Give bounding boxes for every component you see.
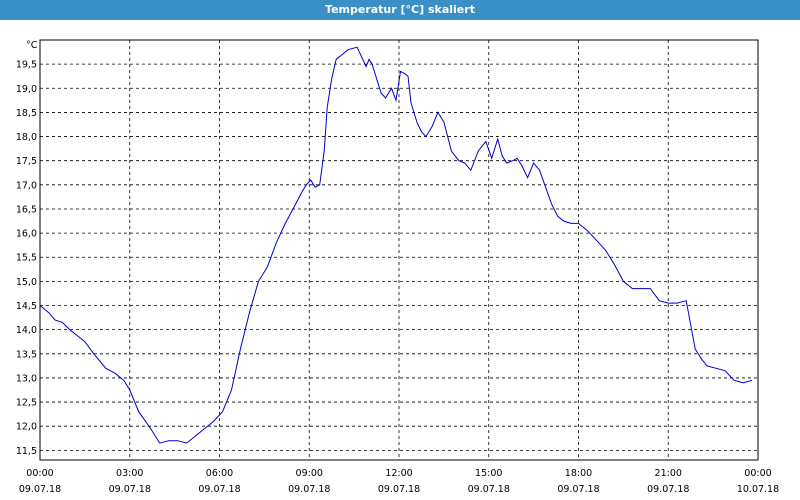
y-tick-label: 13,0 <box>16 373 37 384</box>
x-axis-ticks: 00:00 09.07.18 03:00 09.07.18 06:00 09.07.18 0… <box>19 468 779 495</box>
y-tick-label: 16,0 <box>16 229 37 240</box>
x-tick-time-label: 09:00 <box>296 468 323 479</box>
x-tick-time-label: 12:00 <box>385 468 412 479</box>
x-tick-time-label: 03:00 <box>116 468 143 479</box>
y-tick-label: 13,5 <box>16 349 37 360</box>
x-tick-time-label: 21:00 <box>655 468 682 479</box>
y-tick-label: 15,5 <box>16 253 37 264</box>
x-tick-time-label: 18:00 <box>565 468 592 479</box>
grid-lines <box>40 40 758 460</box>
y-tick-label: 12,0 <box>16 422 37 433</box>
x-tick-time-label: 15:00 <box>475 468 502 479</box>
x-tick-date-label: 09.07.18 <box>109 484 151 495</box>
x-tick-date-label: 09.07.18 <box>557 484 599 495</box>
y-tick-label: 17,0 <box>16 180 37 191</box>
x-tick-time-label: 00:00 <box>744 468 771 479</box>
y-tick-label: 17,5 <box>16 156 37 167</box>
y-tick-label: 14,0 <box>16 325 37 336</box>
y-axis-unit: °C <box>26 40 38 51</box>
x-tick-time-label: 06:00 <box>206 468 233 479</box>
y-tick-label: 14,5 <box>16 301 37 312</box>
y-axis-ticks: 11,5 12,0 12,5 13,0 13,5 14,0 14,5 15,0 15,5 16,0… <box>16 60 37 457</box>
y-tick-label: 12,5 <box>16 398 37 409</box>
x-tick-date-label: 09.07.18 <box>378 484 420 495</box>
temperature-chart: °C 11,512,012,513,013,514,014,515,015,51… <box>16 39 779 495</box>
x-tick-date-label: 09.07.18 <box>468 484 510 495</box>
x-tick-time-label: 00:00 <box>26 468 53 479</box>
x-tick-date-label: 10.07.18 <box>737 484 779 495</box>
x-tick-date-label: 09.07.18 <box>647 484 689 495</box>
temperature-series-line <box>39 46 753 444</box>
x-tick-date-label: 09.07.18 <box>288 484 330 495</box>
x-tick-date-label: 09.07.18 <box>198 484 240 495</box>
plot-frame <box>39 39 759 461</box>
y-tick-label: 16,5 <box>16 204 37 215</box>
y-tick-label: 18,5 <box>16 108 37 119</box>
y-tick-label: 19,0 <box>16 84 37 95</box>
x-tick-date-label: 09.07.18 <box>19 484 61 495</box>
y-tick-label: 11,5 <box>16 446 37 457</box>
y-tick-label: 19,5 <box>16 60 37 71</box>
window-title: Temperatur [°C] skaliert <box>0 0 800 20</box>
y-tick-label: 15,0 <box>16 277 37 288</box>
y-tick-label: 18,0 <box>16 132 37 143</box>
